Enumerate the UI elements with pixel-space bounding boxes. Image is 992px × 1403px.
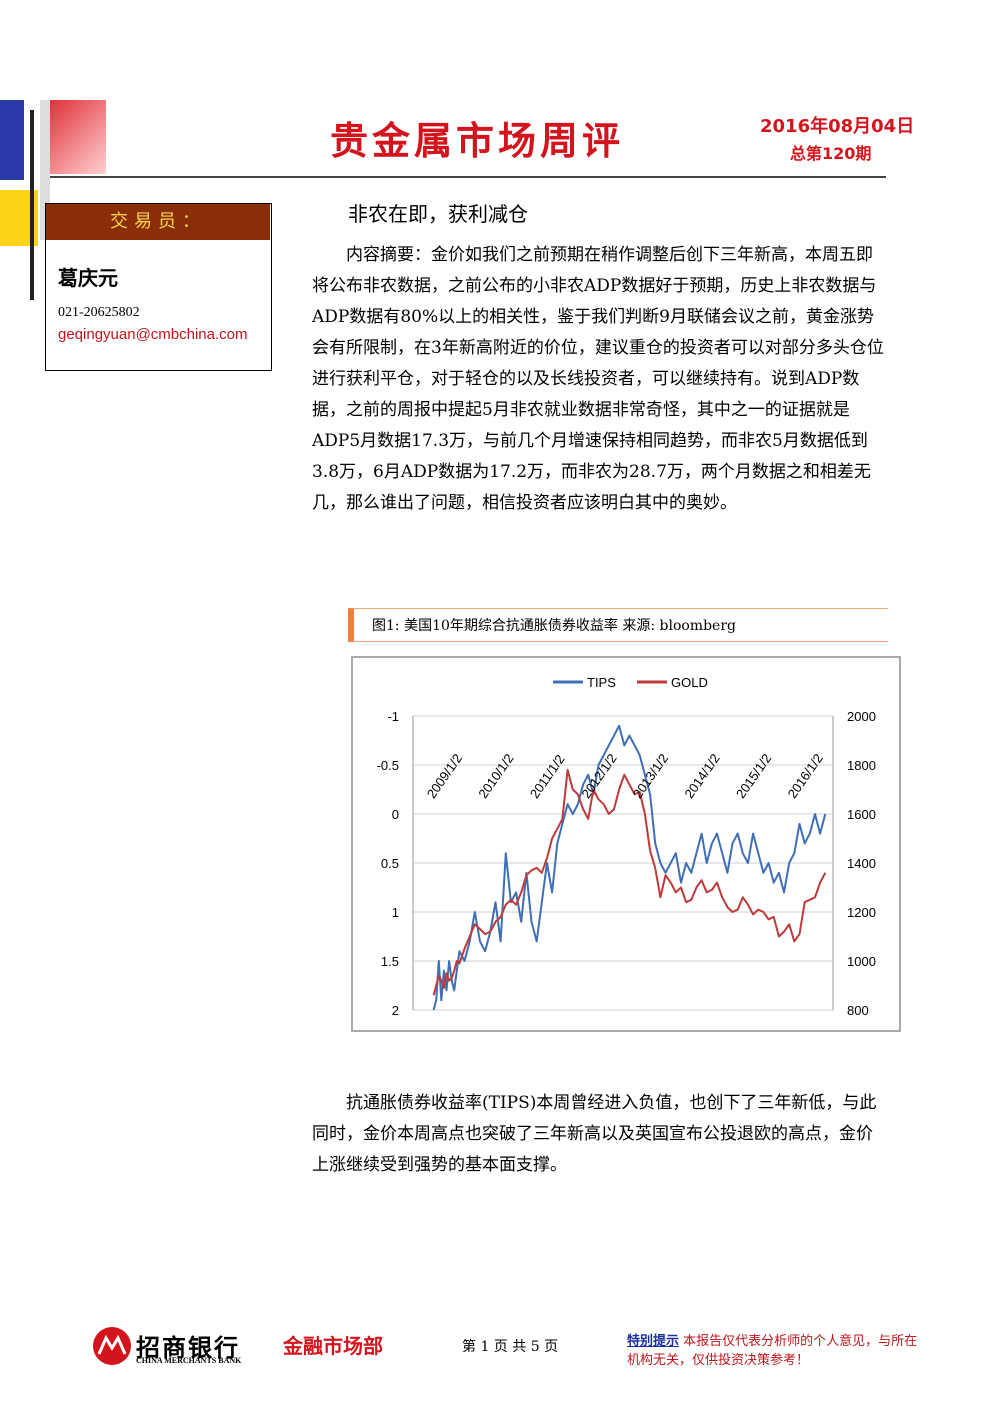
legend-label-tips: TIPS bbox=[587, 675, 616, 690]
x-tick-label: 2016/1/2 bbox=[785, 751, 826, 801]
x-tick-label: 2012/1/2 bbox=[578, 751, 619, 801]
y-left-tick-label: -0.5 bbox=[377, 758, 399, 773]
x-tick-label: 2014/1/2 bbox=[681, 751, 722, 801]
disclaimer: 特别提示 本报告仅代表分析师的个人意见，与所在机构无关，仅供投资决策参考！ bbox=[627, 1332, 927, 1370]
y-right-tick-label: 1400 bbox=[847, 856, 876, 871]
x-tick-label: 2010/1/2 bbox=[475, 751, 516, 801]
report-issue: 总第120期 bbox=[790, 144, 872, 163]
chart-frame: -1 -0.5 0 0.5 1 1.5 2 2000 1800 1600 1400 1200 1000 8… bbox=[351, 656, 901, 1032]
header-divider bbox=[50, 176, 886, 178]
y-left-tick-label: 1 bbox=[392, 905, 399, 920]
y-left-tick-label: 0.5 bbox=[381, 856, 399, 871]
bank-logo: 招商银行 CHINA MERCHANTS BANK bbox=[92, 1326, 267, 1374]
trader-phone: 021-20625802 bbox=[58, 305, 140, 320]
legend-label-gold: GOLD bbox=[671, 675, 708, 690]
y-right-tick-label: 1600 bbox=[847, 807, 876, 822]
y-right-tick-label: 1000 bbox=[847, 954, 876, 969]
article-subtitle: 非农在即，获利减仓 bbox=[348, 202, 528, 226]
y-right-tick-label: 2000 bbox=[847, 709, 876, 724]
trader-name: 葛庆元 bbox=[58, 266, 118, 290]
body-block: 抗通胀债券收益率(TIPS)本周曾经进入负值，也创下了三年新低，与此同时，金价本… bbox=[312, 1088, 887, 1181]
report-title: 贵金属市场周评 bbox=[330, 118, 625, 163]
y-right-tick-label: 800 bbox=[847, 1003, 869, 1018]
y-left-tick-label: -1 bbox=[387, 709, 399, 724]
x-tick-label: 2011/1/2 bbox=[527, 752, 568, 801]
summary-block: 内容摘要：金价如我们之前预期在稍作调整后创下三年新高，本周五即将公布非农数据，之… bbox=[312, 240, 887, 519]
x-tick-label: 2015/1/2 bbox=[733, 751, 774, 801]
y-left-tick-label: 1.5 bbox=[381, 954, 399, 969]
x-tick-label: 2009/1/2 bbox=[424, 751, 465, 801]
report-date: 2016年08月04日 bbox=[760, 116, 915, 137]
trader-label: 交易员： bbox=[46, 204, 270, 240]
figure-caption-bar: 图1: 美国10年期综合抗通胀债券收益率 来源: bloomberg bbox=[348, 608, 888, 642]
y-left-tick-label: 0 bbox=[392, 807, 399, 822]
header-decor-dark-bar bbox=[30, 110, 34, 300]
bank-name-en: CHINA MERCHANTS BANK bbox=[136, 1356, 242, 1365]
y-right-tick-label: 1800 bbox=[847, 758, 876, 773]
header-decor-grey bbox=[40, 100, 50, 240]
footer-dept: 金融市场部 bbox=[283, 1334, 383, 1358]
body-paragraph: 抗通胀债券收益率(TIPS)本周曾经进入负值，也创下了三年新低，与此同时，金价本… bbox=[312, 1093, 877, 1175]
trader-email[interactable]: geqingyuan@cmbchina.com bbox=[58, 326, 248, 343]
page-number: 第 1 页 共 5 页 bbox=[462, 1339, 559, 1355]
series-line-gold bbox=[432, 768, 827, 996]
tips-gold-chart: -1 -0.5 0 0.5 1 1.5 2 2000 1800 1600 1400 1200 1000 8… bbox=[377, 675, 876, 1018]
disclaimer-text: 本报告仅代表分析师的个人意见，与所在机构无关，仅供投资决策参考！ bbox=[627, 1334, 918, 1368]
disclaimer-label: 特别提示 bbox=[627, 1334, 680, 1349]
y-left-tick-label: 2 bbox=[392, 1003, 399, 1018]
y-right-tick-label: 1200 bbox=[847, 905, 876, 920]
bank-name: 招商银行 bbox=[136, 1333, 240, 1362]
header-decor-gradient bbox=[50, 100, 106, 174]
header-decor-blue bbox=[0, 100, 24, 180]
summary-paragraph: 内容摘要：金价如我们之前预期在稍作调整后创下三年新高，本周五即将公布非农数据，之… bbox=[312, 245, 884, 513]
figure-caption: 图1: 美国10年期综合抗通胀债券收益率 来源: bloomberg bbox=[372, 618, 736, 634]
